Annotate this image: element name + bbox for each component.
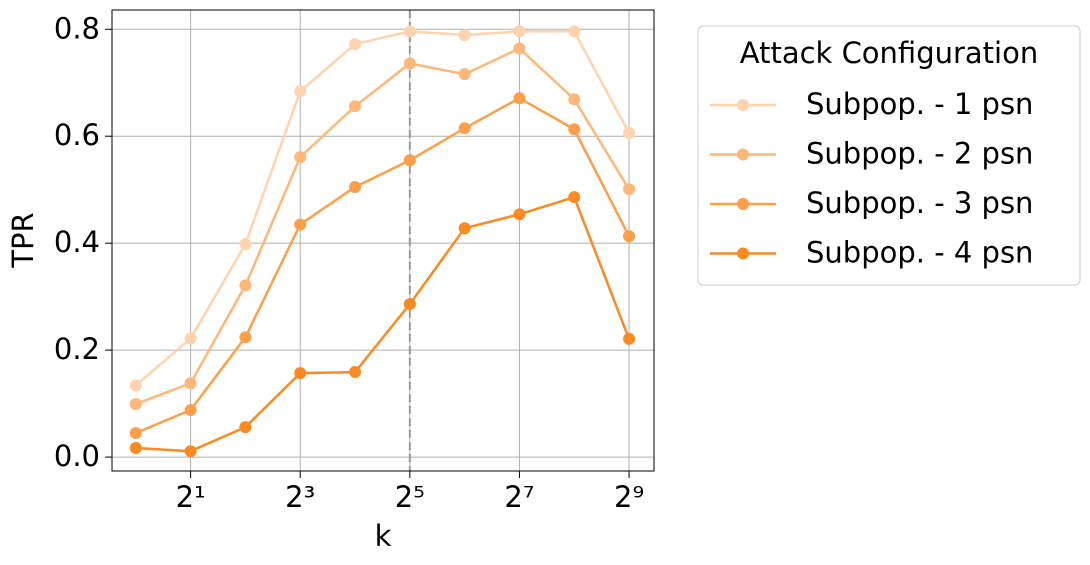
point <box>184 377 197 390</box>
point <box>623 230 636 243</box>
legend-label: Subpop. - 2 psn <box>806 137 1033 171</box>
point <box>513 42 526 55</box>
point <box>184 404 197 417</box>
legend-marker <box>737 99 749 111</box>
point <box>349 38 362 51</box>
x-tick-label: 2⁹ <box>614 480 644 514</box>
point <box>239 331 252 344</box>
point <box>513 208 526 221</box>
y-tick-label: 0.6 <box>54 118 100 152</box>
series-line <box>135 47 631 406</box>
legend-title: Attack Configuration <box>740 36 1038 70</box>
point <box>403 154 416 167</box>
point <box>513 25 526 38</box>
x-tick-label: 2¹ <box>176 480 206 514</box>
point <box>129 398 142 411</box>
point <box>568 25 581 38</box>
point <box>458 122 471 135</box>
y-tick-label: 0.8 <box>54 11 100 45</box>
legend-label: Subpop. - 4 psn <box>806 236 1033 270</box>
point <box>294 151 307 164</box>
point <box>458 68 471 81</box>
point <box>129 379 142 392</box>
plot-frame <box>111 9 655 472</box>
point <box>568 123 581 136</box>
point <box>294 85 307 98</box>
legend-marker <box>737 198 749 210</box>
x-tick-label: 2³ <box>285 480 315 514</box>
point <box>568 93 581 106</box>
legend-marker <box>737 247 749 260</box>
point <box>239 421 252 434</box>
point <box>513 92 526 105</box>
point <box>239 238 252 251</box>
point <box>184 445 197 458</box>
point <box>294 218 307 231</box>
point <box>349 366 362 379</box>
point <box>403 298 416 311</box>
point <box>568 191 581 204</box>
point <box>403 57 416 70</box>
x-tick-label: 2⁷ <box>504 480 534 514</box>
legend-label: Subpop. - 3 psn <box>806 186 1033 220</box>
point <box>294 367 307 380</box>
point <box>129 427 142 440</box>
y-axis-label: TPR <box>6 212 40 268</box>
point <box>349 100 362 113</box>
point <box>623 127 636 140</box>
legend-label: Subpop. - 1 psn <box>806 87 1033 121</box>
point <box>623 183 636 196</box>
y-tick-label: 0.4 <box>54 225 100 259</box>
legend-box <box>697 25 1081 286</box>
point <box>129 442 142 455</box>
point <box>349 181 362 194</box>
legend-marker <box>737 148 749 161</box>
point <box>403 25 416 38</box>
series-line <box>135 195 631 453</box>
point <box>458 29 471 42</box>
point <box>623 332 636 345</box>
series-line <box>134 30 631 387</box>
y-tick-label: 0.2 <box>54 332 100 366</box>
y-tick-label: 0.0 <box>54 439 100 473</box>
x-tick-label: 2⁵ <box>395 480 425 514</box>
series-line <box>135 96 631 435</box>
point <box>239 279 252 292</box>
x-axis-label: k <box>375 519 392 553</box>
point <box>458 222 471 235</box>
point <box>184 332 197 345</box>
